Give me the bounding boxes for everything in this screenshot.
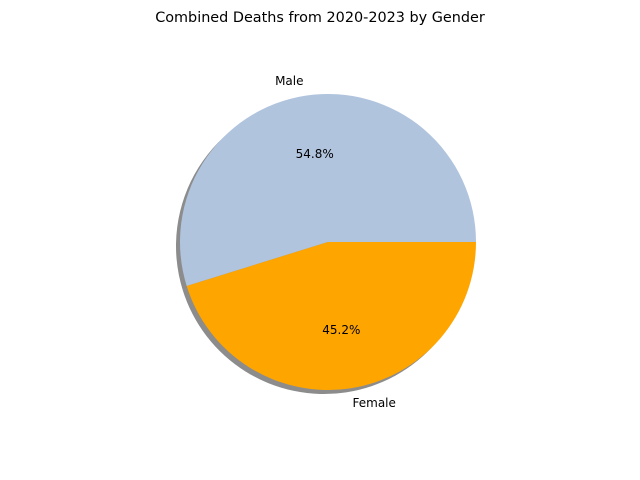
slice-label-male: Male xyxy=(275,74,303,88)
pie-labels: Male 54.8% Female 45.2% xyxy=(275,74,396,410)
slice-percent-female: 45.2% xyxy=(322,323,360,337)
chart-title: Combined Deaths from 2020-2023 by Gender xyxy=(155,10,485,26)
slice-female xyxy=(186,242,476,390)
slice-male xyxy=(179,93,476,286)
pie-slices xyxy=(179,93,476,390)
slice-label-female: Female xyxy=(353,396,396,410)
slice-percent-male: 54.8% xyxy=(296,147,334,161)
